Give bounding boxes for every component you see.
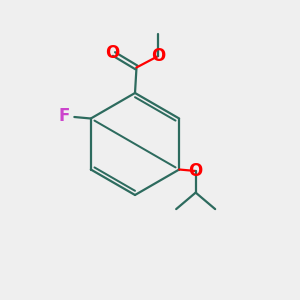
Text: O: O: [105, 44, 120, 62]
Text: F: F: [58, 107, 70, 125]
Text: O: O: [188, 162, 203, 180]
Text: O: O: [151, 47, 165, 65]
